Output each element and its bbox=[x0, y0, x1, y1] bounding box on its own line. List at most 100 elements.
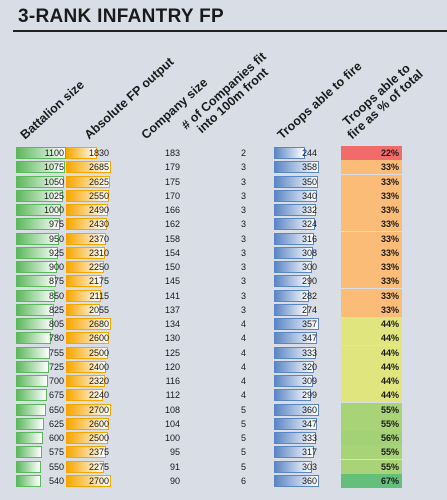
companies-fit-cell: 3 bbox=[240, 290, 246, 301]
fp-output-cell: 2700 bbox=[66, 474, 111, 487]
battalion-size-cell-value: 1075 bbox=[43, 162, 64, 173]
fp-output-cell-bar bbox=[66, 147, 97, 159]
battalion-size-cell: 600 bbox=[16, 432, 66, 444]
troops-fire-cell-value: 299 bbox=[301, 390, 317, 401]
troops-fire-cell: 299 bbox=[274, 389, 319, 402]
company-size-cell: 108 bbox=[164, 404, 180, 415]
battalion-size-cell-bar bbox=[16, 318, 53, 330]
troops-fire-cell-value: 358 bbox=[301, 162, 317, 173]
companies-fit-cell: 5 bbox=[240, 433, 246, 443]
troops-fire-cell-bar bbox=[274, 246, 313, 259]
troops-fire-cell: 340 bbox=[274, 189, 319, 202]
troops-pct-cell: 55% bbox=[341, 402, 402, 417]
troops-fire-cell-value: 282 bbox=[301, 290, 317, 301]
companies-fit-cell: 5 bbox=[240, 461, 246, 472]
fp-output-cell-value: 1830 bbox=[88, 148, 109, 158]
fp-output-cell-bar bbox=[66, 389, 104, 402]
companies-fit-cell: 3 bbox=[240, 304, 246, 315]
company-size-cell: 100 bbox=[164, 433, 180, 443]
battalion-size-cell-value: 1025 bbox=[43, 190, 64, 201]
battalion-size-cell-value: 1100 bbox=[44, 148, 64, 158]
troops-fire-cell-bar bbox=[274, 403, 319, 416]
companies-fit-cell: 2 bbox=[240, 148, 246, 158]
table-row: 875 2175 145 3 290 33% bbox=[0, 274, 447, 289]
battalion-size-cell: 1025 bbox=[16, 189, 66, 202]
troops-fire-cell: 316 bbox=[274, 232, 319, 245]
fp-output-cell-value: 2700 bbox=[88, 404, 109, 415]
battalion-size-cell-value: 625 bbox=[48, 418, 64, 429]
companies-fit-cell: 4 bbox=[240, 361, 246, 372]
troops-pct-cell: 56% bbox=[341, 431, 402, 445]
battalion-size-cell-value: 925 bbox=[48, 247, 64, 258]
troops-fire-cell: 290 bbox=[274, 275, 319, 288]
table-row: 850 2115 141 3 282 33% bbox=[0, 288, 447, 303]
fp-output-cell-value: 2550 bbox=[88, 190, 109, 201]
troops-pct-cell: 55% bbox=[341, 459, 402, 474]
troops-fire-cell-value: 360 bbox=[301, 404, 317, 415]
fp-output-cell-value: 2490 bbox=[88, 205, 109, 215]
battalion-size-cell-value: 975 bbox=[48, 219, 64, 230]
troops-pct-cell: 44% bbox=[341, 345, 402, 360]
fp-output-cell-value: 2500 bbox=[88, 347, 109, 358]
troops-pct-cell: 22% bbox=[341, 146, 402, 160]
fp-output-cell: 2600 bbox=[66, 417, 111, 430]
troops-fire-cell-value: 340 bbox=[301, 190, 317, 201]
troops-fire-cell-value: 347 bbox=[301, 418, 317, 429]
battalion-size-cell-bar bbox=[16, 474, 41, 487]
companies-fit-cell: 3 bbox=[240, 205, 246, 215]
fp-output-cell: 2430 bbox=[66, 218, 111, 231]
fp-output-cell: 2250 bbox=[66, 261, 111, 273]
troops-pct-cell: 55% bbox=[341, 416, 402, 431]
fp-output-cell: 2685 bbox=[66, 161, 111, 174]
battalion-size-cell: 1100 bbox=[16, 147, 66, 159]
fp-output-cell-bar bbox=[66, 375, 105, 387]
troops-fire-cell-bar bbox=[274, 303, 309, 316]
fp-output-cell-bar bbox=[66, 332, 110, 345]
battalion-size-cell: 850 bbox=[16, 289, 66, 302]
battalion-size-cell-value: 540 bbox=[48, 475, 64, 486]
fp-output-cell-value: 2600 bbox=[88, 418, 109, 429]
fp-output-cell-value: 2685 bbox=[88, 162, 109, 173]
battalion-size-cell: 700 bbox=[16, 375, 66, 387]
fp-output-cell-bar bbox=[66, 303, 101, 316]
company-size-cell: 158 bbox=[164, 233, 180, 244]
fp-output-cell: 2490 bbox=[66, 204, 111, 216]
battalion-size-cell-value: 575 bbox=[48, 447, 64, 458]
troops-fire-cell-value: 309 bbox=[301, 376, 317, 386]
troops-fire-cell-bar bbox=[274, 417, 318, 430]
troops-fire-cell-bar bbox=[274, 147, 305, 159]
troops-fire-cell: 274 bbox=[274, 303, 319, 316]
battalion-size-cell-bar bbox=[16, 289, 55, 302]
table-row: 755 2500 125 4 333 44% bbox=[0, 345, 447, 360]
company-size-cell: 90 bbox=[169, 475, 180, 486]
table-row: 975 2430 162 3 324 33% bbox=[0, 217, 447, 232]
battalion-size-cell-bar bbox=[16, 218, 61, 231]
battalion-size-cell: 900 bbox=[16, 261, 66, 273]
battalion-size-cell-value: 675 bbox=[48, 390, 64, 401]
troops-fire-cell: 308 bbox=[274, 246, 319, 259]
company-size-cell: 166 bbox=[164, 205, 180, 215]
fp-output-cell-bar bbox=[66, 346, 108, 359]
troops-fire-cell-value: 300 bbox=[301, 262, 317, 272]
table-row: 725 2400 120 4 320 44% bbox=[0, 359, 447, 374]
fp-output-cell: 2500 bbox=[66, 346, 111, 359]
fp-output-cell-value: 2310 bbox=[88, 247, 109, 258]
table-row: 1000 2490 166 3 332 33% bbox=[0, 203, 447, 217]
battalion-size-cell-bar bbox=[16, 232, 60, 245]
troops-fire-cell-value: 333 bbox=[301, 347, 317, 358]
fp-output-cell: 2055 bbox=[66, 303, 111, 316]
fp-table: 1100 1830 183 2 244 22% 1075 2685 179 3 358 33% 1050… bbox=[0, 146, 447, 488]
table-row: 575 2375 95 5 317 55% bbox=[0, 445, 447, 460]
troops-fire-cell-value: 347 bbox=[301, 333, 317, 344]
battalion-size-cell-bar bbox=[16, 147, 66, 159]
fp-output-cell: 1830 bbox=[66, 147, 111, 159]
company-size-cell: 112 bbox=[165, 390, 180, 401]
troops-pct-cell: 33% bbox=[341, 274, 402, 289]
troops-fire-cell-bar bbox=[274, 289, 310, 302]
troops-fire-cell-value: 332 bbox=[301, 205, 317, 215]
companies-fit-cell: 3 bbox=[240, 162, 246, 173]
troops-fire-cell-bar bbox=[274, 161, 319, 174]
fp-output-cell: 2275 bbox=[66, 460, 111, 473]
fp-output-cell-bar bbox=[66, 175, 110, 188]
fp-output-cell-bar bbox=[66, 246, 105, 259]
